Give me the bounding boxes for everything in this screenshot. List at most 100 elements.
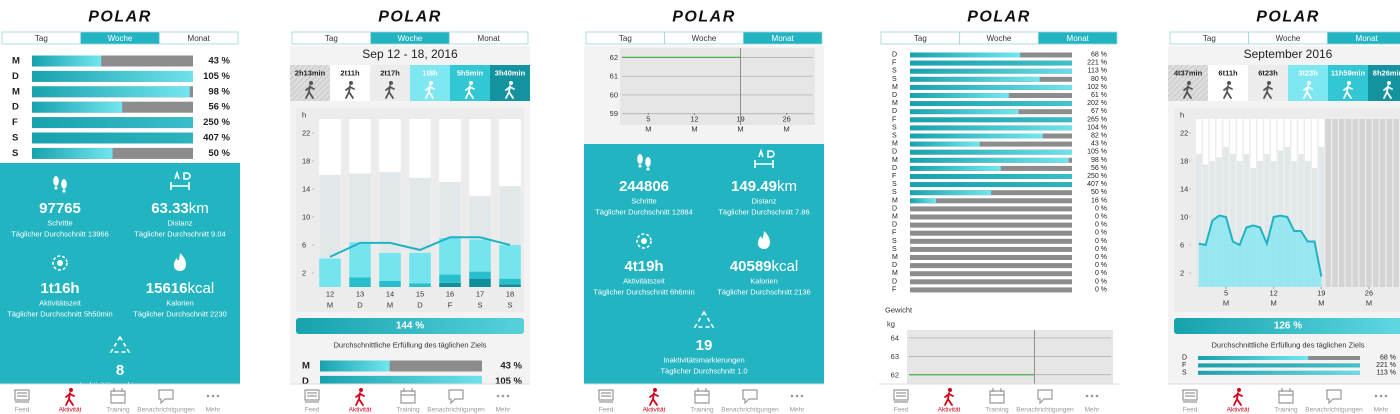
stat-unit: km — [777, 178, 797, 195]
nav-icon[interactable] — [1326, 389, 1342, 405]
nav-icon[interactable] — [14, 389, 30, 403]
tab[interactable] — [1037, 31, 1118, 45]
goal-track — [910, 271, 1072, 277]
logo: POLAR — [967, 9, 1031, 26]
nav-label[interactable]: Training — [1274, 407, 1298, 414]
nav-icon[interactable] — [1379, 394, 1383, 398]
tab-label[interactable]: Tag — [35, 34, 48, 43]
nav-bg — [290, 384, 530, 414]
nav-icon[interactable] — [742, 389, 758, 405]
y-tick-label: 14 — [302, 185, 310, 194]
nav-icon[interactable] — [1037, 389, 1053, 405]
stat-number: 15616 — [146, 280, 188, 297]
nav-label[interactable]: Feed — [599, 407, 614, 414]
nav-label[interactable]: Mehr — [1374, 407, 1390, 414]
level-cell — [1368, 65, 1400, 101]
nav-label[interactable]: Aktivität — [1227, 407, 1250, 414]
tab-label[interactable]: Woche — [398, 34, 423, 43]
nav-label[interactable]: Mehr — [496, 407, 512, 414]
nav-label[interactable]: Aktivität — [349, 407, 372, 414]
stat-unit: kcal — [188, 280, 215, 297]
nav-icon[interactable] — [1090, 394, 1094, 398]
nav-label[interactable]: Benachrichtigungen — [1016, 407, 1074, 414]
nav-icon[interactable] — [158, 389, 174, 405]
nav-label[interactable]: Training — [106, 407, 130, 414]
nav-label[interactable]: Aktivität — [59, 407, 82, 414]
day-column — [1366, 119, 1372, 287]
nav-label[interactable]: Training — [396, 407, 420, 414]
nav-icon[interactable] — [211, 394, 215, 398]
nav-icon[interactable] — [304, 389, 320, 403]
goal-label: 16 % — [1091, 197, 1107, 204]
nav-label[interactable]: Benachrichtigungen — [427, 407, 485, 414]
nav-label[interactable]: Feed — [1183, 407, 1198, 414]
nav-label[interactable]: Mehr — [206, 407, 222, 414]
nav-icon[interactable] — [1374, 394, 1378, 398]
tab-label[interactable]: Monat — [1356, 34, 1379, 43]
tab-label[interactable]: Woche — [692, 34, 717, 43]
nav-label[interactable]: Training — [985, 407, 1009, 414]
goal-label: 0 % — [1095, 230, 1107, 237]
nav-icon[interactable] — [206, 394, 210, 398]
nav-label[interactable]: Training — [690, 407, 714, 414]
goal-label: 0 % — [1095, 222, 1107, 229]
tab-label[interactable]: Monat — [188, 34, 211, 43]
tab-label[interactable]: Tag — [914, 34, 927, 43]
nav-icon[interactable] — [989, 388, 1005, 404]
nav-label[interactable]: Benachrichtigungen — [137, 407, 195, 414]
nav-label[interactable]: Benachrichtigungen — [1305, 407, 1363, 414]
level-icon — [653, 388, 657, 392]
tab[interactable] — [158, 31, 239, 45]
nav-icon[interactable] — [1182, 389, 1198, 403]
nav-label[interactable]: Mehr — [1085, 407, 1101, 414]
goal-bar — [320, 360, 390, 372]
tab-label[interactable]: Woche — [108, 34, 133, 43]
nav-icon[interactable] — [893, 389, 909, 403]
tab[interactable] — [448, 31, 529, 45]
y-tick-label: 6 — [302, 241, 306, 250]
nav-label[interactable]: Mehr — [790, 407, 806, 414]
level-time: 6t11h — [1218, 69, 1238, 78]
nav-icon[interactable] — [790, 394, 794, 398]
tab-label[interactable]: Monat — [478, 34, 501, 43]
nav-label[interactable]: Benachrichtigungen — [721, 407, 779, 414]
nav-label[interactable]: Feed — [15, 407, 30, 414]
goal-bar — [32, 147, 113, 159]
nav-label[interactable]: Aktivität — [643, 407, 666, 414]
tab-label[interactable]: Tag — [1203, 34, 1216, 43]
nav-icon[interactable] — [1095, 394, 1099, 398]
nav-icon[interactable] — [800, 394, 804, 398]
tab-label[interactable]: Tag — [325, 34, 338, 43]
tab[interactable] — [1326, 31, 1400, 45]
nav-icon[interactable] — [448, 389, 464, 405]
tab[interactable] — [742, 31, 823, 45]
tab-label[interactable]: Woche — [987, 34, 1012, 43]
nav-label[interactable]: Aktivität — [938, 407, 961, 414]
nav-icon[interactable] — [496, 394, 500, 398]
nav-icon[interactable] — [506, 394, 510, 398]
nav-icon[interactable] — [110, 388, 126, 404]
tab-label[interactable]: Monat — [1067, 34, 1090, 43]
stat-average: Täglicher Durchschnitt 2230 — [133, 310, 226, 319]
nav-icon[interactable] — [1384, 394, 1388, 398]
nav-icon[interactable] — [400, 388, 416, 404]
nav-icon[interactable] — [1085, 394, 1089, 398]
activity-segment — [1243, 154, 1250, 287]
day-letter: F — [892, 286, 896, 293]
activity-icon — [52, 255, 68, 271]
nav-icon[interactable] — [795, 394, 799, 398]
tab-label[interactable]: Woche — [1276, 34, 1301, 43]
nav-label[interactable]: Feed — [894, 407, 909, 414]
tab-label[interactable]: Tag — [619, 34, 632, 43]
nav-icon[interactable] — [694, 388, 710, 404]
nav-icon[interactable] — [501, 394, 505, 398]
nav-label[interactable]: Feed — [305, 407, 320, 414]
nav-icon[interactable] — [1278, 388, 1294, 404]
x-tick-label: 12 — [690, 115, 698, 124]
day-letter: M — [892, 157, 898, 164]
nav-icon[interactable] — [216, 394, 220, 398]
tab-label[interactable]: Monat — [772, 34, 795, 43]
stat-label: Kalorien — [750, 277, 778, 286]
nav-icon[interactable] — [598, 389, 614, 403]
